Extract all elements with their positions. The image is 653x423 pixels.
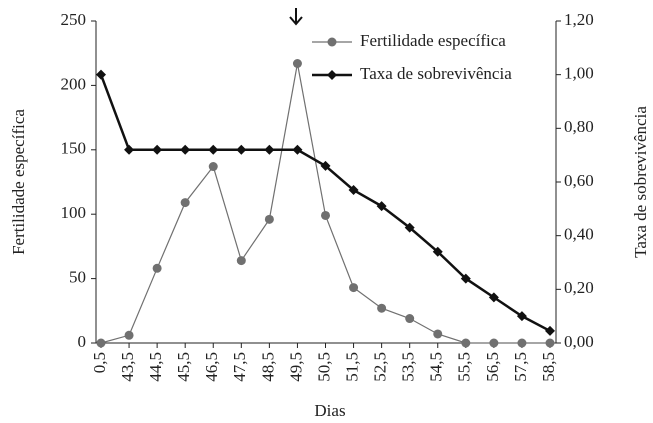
x-tick-label: 57,5 [511,352,530,382]
point [208,162,218,172]
x-tick-label: 45,5 [174,352,193,382]
x-tick-label: 43,5 [118,352,137,382]
point [292,144,303,155]
series-line [100,63,550,344]
point [405,314,415,324]
x-tick-label: 52,5 [371,352,390,382]
x-axis-label: Dias [314,401,345,420]
point [236,256,246,266]
y2-tick-label: 0,20 [564,278,594,297]
point [348,185,359,196]
legend-label: Fertilidade específica [360,31,506,50]
point [264,144,275,155]
x-tick-label: 51,5 [342,352,361,382]
x-tick-label: 56,5 [483,352,502,382]
x-tick-label: 50,5 [314,352,333,382]
point [545,325,555,336]
point [433,329,443,339]
x-tick-label: 54,5 [427,352,446,382]
point [180,198,190,208]
point [376,201,387,212]
point [124,330,134,340]
x-tick-label: 47,5 [230,352,249,382]
point [321,210,330,220]
arrow [289,8,303,26]
y2-tick-label: 0,40 [564,225,594,244]
point [432,246,443,257]
x-tick-label: 46,5 [202,352,221,382]
point [461,338,471,348]
y-tick-label: 0 [78,332,87,351]
point [545,338,555,348]
point [320,160,331,171]
y2-tick-label: 0,60 [564,171,594,190]
series-line [99,74,551,333]
x-tick-label: 58,5 [539,352,558,382]
legend-label: Taxa de sobrevivência [360,64,512,83]
legend-marker [327,70,337,80]
point [516,311,527,322]
y-tick-label: 150 [61,139,87,158]
x-tick-label: 44,5 [146,352,165,382]
point [377,303,387,313]
legend-marker [327,37,337,47]
x-tick-label: 53,5 [399,352,418,382]
y-tick-label: 250 [61,10,87,29]
y-tick-label: 50 [69,268,86,287]
point [124,144,135,155]
point [517,338,527,348]
y-tick-label: 200 [61,74,87,93]
point [96,69,106,80]
point [180,144,191,155]
point [460,273,471,284]
point [489,338,499,348]
point [152,144,163,155]
point [404,222,415,233]
point [96,338,106,348]
y-axis-label: Fertilidade específica [9,109,28,255]
point [292,59,302,69]
point [236,144,247,155]
y2-tick-label: 1,00 [564,64,594,83]
y2-tick-label: 0,80 [564,117,594,136]
point [349,283,359,293]
x-tick-label: 48,5 [258,352,277,382]
y2-tick-label: 1,20 [564,10,594,29]
point [488,292,499,303]
point [264,214,274,224]
y2-axis-label: Taxa de sobrevivência [631,106,650,258]
x-tick-label: 0,5 [90,352,109,373]
y-tick-label: 100 [61,203,87,222]
y2-tick-label: 0,00 [564,332,594,351]
x-tick-label: 55,5 [455,352,474,382]
x-tick-label: 49,5 [286,352,305,382]
point [152,263,162,273]
point [208,144,219,155]
